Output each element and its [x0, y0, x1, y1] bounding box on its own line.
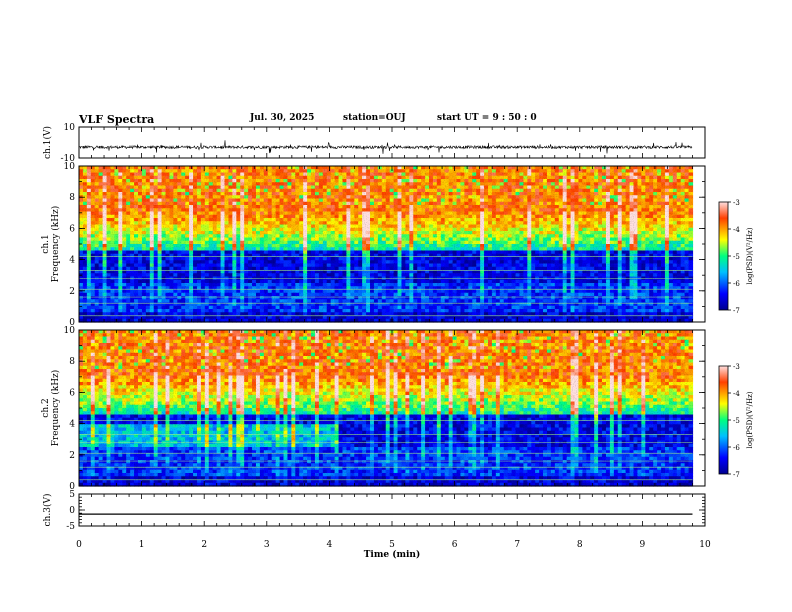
- ch1-cells: [79, 166, 694, 323]
- ch1-ytick-label: -10: [61, 154, 76, 164]
- station-label: station=OUJ: [343, 113, 406, 123]
- date-label: Jul. 30, 2025: [250, 113, 315, 123]
- ch1-ylabel: ch.1(V): [42, 126, 53, 159]
- figure-title: VLF Spectra: [79, 113, 155, 126]
- ch1-ytick-label: 10: [64, 123, 76, 133]
- ch1-waveform: [78, 140, 693, 154]
- start-time-label: start UT = 9 : 50 : 0: [437, 113, 537, 123]
